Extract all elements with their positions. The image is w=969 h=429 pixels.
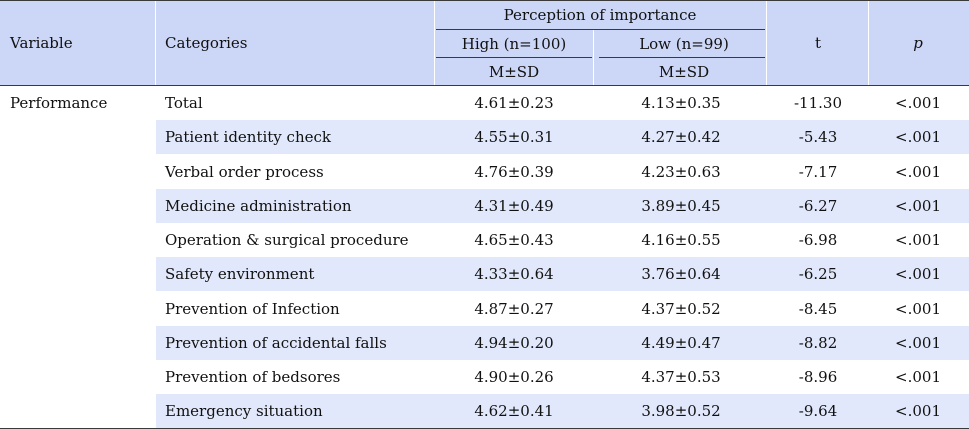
row-p-value: <.001: [895, 94, 941, 112]
header-variable: Variable: [10, 34, 73, 52]
header-bottom-rule: [0, 85, 969, 86]
row-high-value: 4.76±0.39: [474, 163, 554, 181]
row-low-value: 4.37±0.53: [641, 368, 721, 386]
variable-performance: Performance: [10, 94, 108, 112]
row-low-value: 3.98±0.52: [641, 402, 721, 420]
row-high-value: 4.61±0.23: [474, 94, 554, 112]
row-category: Prevention of Infection: [165, 300, 340, 318]
header-p: p: [913, 34, 923, 52]
row-low-value: 3.76±0.64: [641, 265, 721, 283]
row-high-value: 4.33±0.64: [474, 265, 554, 283]
row-category: Prevention of accidental falls: [165, 334, 387, 352]
header-t: t: [814, 34, 822, 52]
row-p-value: <.001: [895, 300, 941, 318]
row-high-value: 4.31±0.49: [474, 197, 554, 215]
low-subheader-rule: [599, 57, 765, 58]
row-t-value: -5.43: [798, 128, 838, 146]
row-high-value: 4.94±0.20: [474, 334, 554, 352]
row-p-value: <.001: [895, 368, 941, 386]
table-top-rule: [0, 0, 969, 1]
row-p-value: <.001: [895, 231, 941, 249]
row-t-value: -6.27: [798, 197, 838, 215]
row-p-value: <.001: [895, 163, 941, 181]
row-category: Total: [165, 94, 203, 112]
header-categories: Categories: [165, 34, 248, 52]
row-p-value: <.001: [895, 265, 941, 283]
row-category: Emergency situation: [165, 402, 323, 420]
row-low-value: 3.89±0.45: [641, 197, 721, 215]
header-separator: [766, 1, 767, 85]
row-t-value: -8.82: [798, 334, 838, 352]
row-p-value: <.001: [895, 402, 941, 420]
row-low-value: 4.49±0.47: [641, 334, 721, 352]
row-low-value: 4.37±0.52: [641, 300, 721, 318]
row-p-value: <.001: [895, 197, 941, 215]
header-perception-group: Perception of importance: [503, 6, 697, 24]
row-high-value: 4.87±0.27: [474, 300, 554, 318]
row-t-value: -9.64: [798, 402, 838, 420]
row-category: Verbal order process: [165, 163, 324, 181]
row-category: Medicine administration: [165, 197, 352, 215]
row-low-value: 4.13±0.35: [641, 94, 721, 112]
row-low-value: 4.23±0.63: [641, 163, 721, 181]
row-t-value: -7.17: [798, 163, 838, 181]
row-t-value: -11.30: [793, 94, 843, 112]
row-category: Operation & surgical procedure: [165, 231, 409, 249]
row-t-value: -8.96: [798, 368, 838, 386]
row-high-value: 4.62±0.41: [474, 402, 554, 420]
row-high-value: 4.65±0.43: [474, 231, 554, 249]
row-p-value: <.001: [895, 128, 941, 146]
header-low-stat: M±SD: [658, 63, 710, 81]
row-low-value: 4.27±0.42: [641, 128, 721, 146]
row-category: Prevention of bedsores: [165, 368, 341, 386]
header-separator: [155, 1, 156, 85]
row-high-value: 4.90±0.26: [474, 368, 554, 386]
header-separator: [868, 1, 869, 85]
row-stripe: [156, 394, 969, 428]
header-separator: [593, 29, 594, 85]
header-low: Low (n=99): [639, 35, 729, 53]
group-header-rule: [436, 29, 765, 30]
table-header-background: [0, 1, 969, 85]
row-high-value: 4.55±0.31: [474, 128, 554, 146]
row-stripe: [156, 326, 969, 360]
row-t-value: -8.45: [798, 300, 838, 318]
row-stripe: [156, 257, 969, 291]
row-t-value: -6.25: [798, 265, 838, 283]
row-p-value: <.001: [895, 334, 941, 352]
row-low-value: 4.16±0.55: [641, 231, 721, 249]
row-category: Patient identity check: [165, 128, 331, 146]
row-category: Safety environment: [165, 265, 315, 283]
row-stripe: [156, 189, 969, 223]
row-stripe: [156, 120, 969, 154]
header-separator: [434, 1, 435, 85]
row-t-value: -6.98: [798, 231, 838, 249]
high-subheader-rule: [436, 57, 592, 58]
header-high-stat: M±SD: [488, 63, 540, 81]
header-high: High (n=100): [461, 35, 567, 53]
